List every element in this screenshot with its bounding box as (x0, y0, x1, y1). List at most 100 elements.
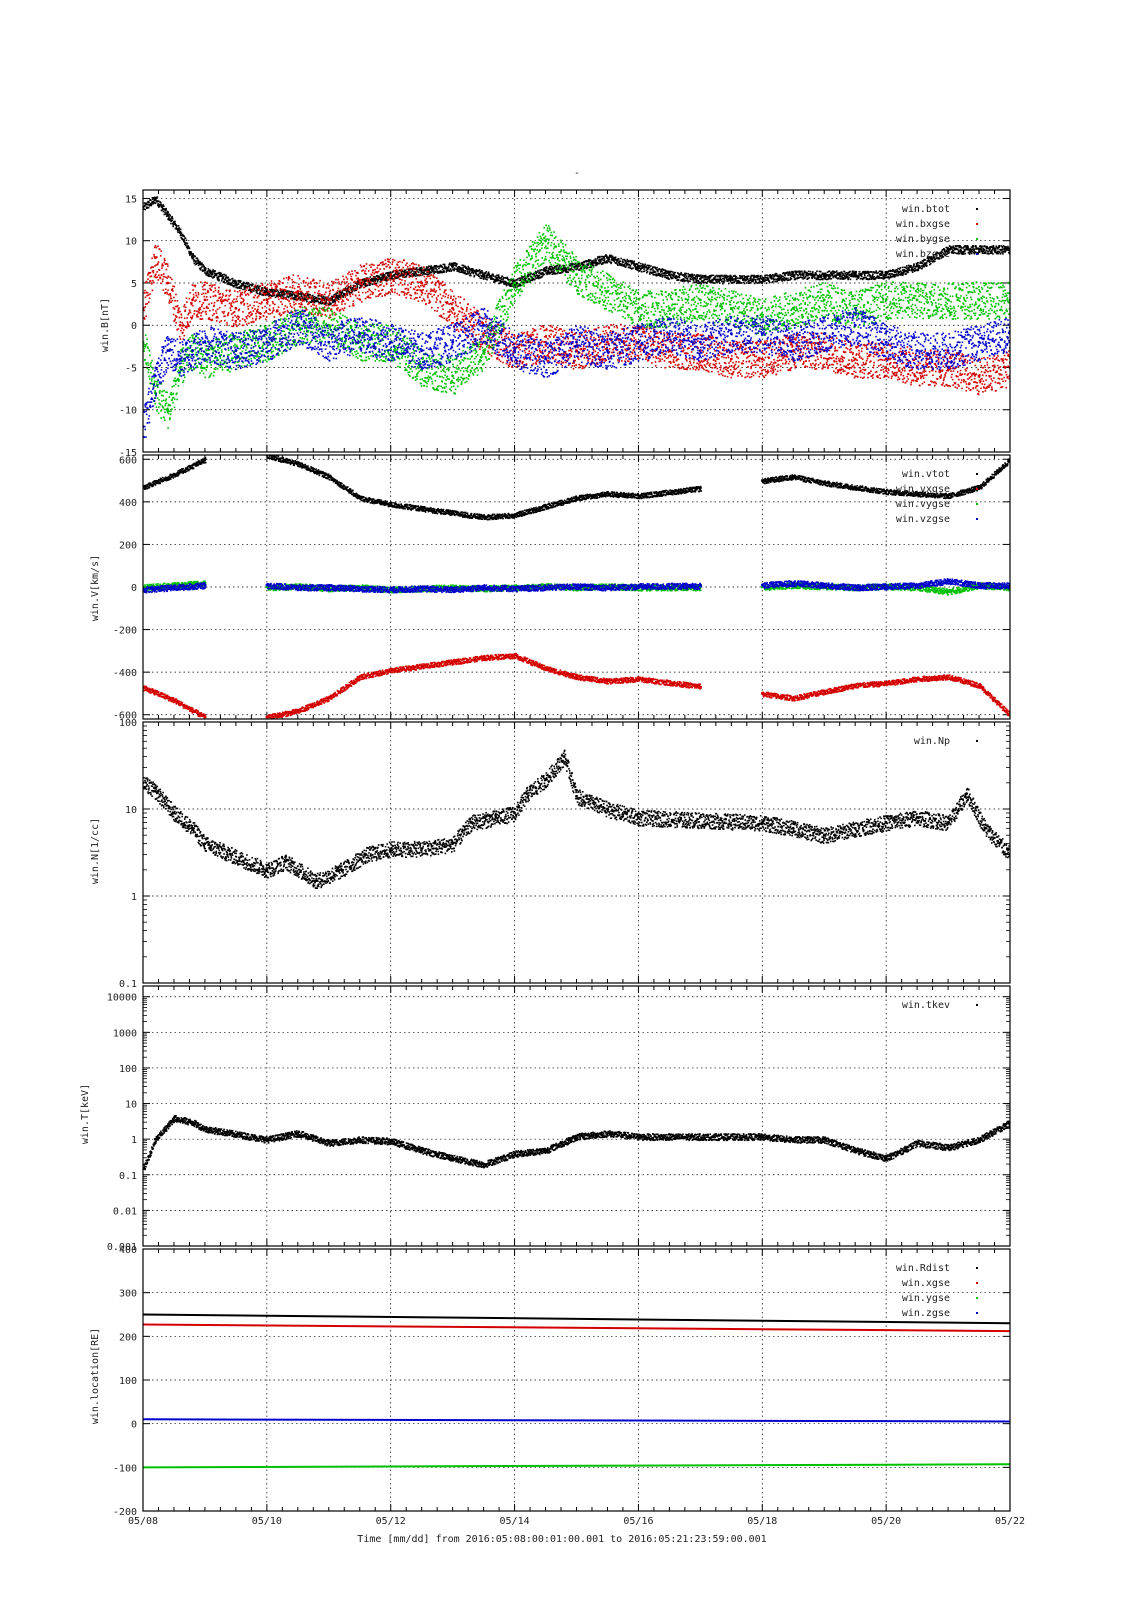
scatter-dot (389, 278, 392, 281)
scatter-dot (341, 307, 344, 310)
scatter-dot (885, 271, 888, 273)
scatter-dot (708, 281, 711, 283)
scatter-dot (970, 246, 973, 248)
scatter-dot (624, 262, 626, 265)
scatter-dot (307, 290, 310, 293)
scatter-dot (303, 299, 306, 302)
scatter-dot (177, 328, 180, 330)
scatter-dot (377, 285, 380, 288)
scatter-dot (374, 276, 377, 278)
scatter-dot (205, 310, 207, 313)
scatter-dot (390, 289, 393, 292)
scatter-dot (821, 273, 823, 276)
scatter-dot (551, 265, 553, 268)
scatter-dot (816, 277, 818, 279)
scatter-dot (413, 274, 416, 277)
scatter-dot (626, 263, 629, 265)
scatter-dot (369, 276, 372, 278)
scatter-dot (536, 277, 539, 279)
scatter-dot (447, 265, 450, 268)
scatter-dot (370, 280, 373, 282)
scatter-dot (171, 278, 173, 281)
scatter-dot (959, 246, 961, 249)
scatter-dot (345, 290, 348, 293)
scatter-dot (292, 285, 294, 287)
scatter-dot (280, 290, 283, 293)
scatter-dot (313, 282, 316, 284)
scatter-dot (289, 286, 291, 289)
scatter-dot (398, 266, 400, 268)
scatter-dot (185, 327, 188, 329)
scatter-dot (271, 300, 274, 303)
scatter-dot (672, 271, 674, 273)
scatter-dot (197, 315, 199, 318)
scatter-dot (633, 260, 636, 263)
scatter-dot (195, 262, 198, 265)
scatter-dot (499, 277, 501, 280)
scatter-dot (917, 261, 919, 264)
scatter-dot (254, 284, 257, 287)
scatter-dot (167, 289, 169, 292)
scatter-dot (438, 270, 440, 273)
scatter-dot (282, 312, 285, 315)
scatter-dot (632, 267, 634, 269)
scatter-dot (286, 293, 288, 295)
scatter-dot (873, 271, 875, 274)
scatter-dot (191, 316, 193, 319)
scatter-dot (374, 284, 377, 286)
scatter-dot (927, 258, 930, 261)
scatter-dot (198, 262, 201, 265)
data-point (544, 268, 547, 272)
scatter-dot (462, 270, 465, 272)
data-point (698, 277, 702, 281)
scatter-dot (689, 274, 692, 276)
scatter-dot (387, 264, 390, 266)
scatter-dot (391, 261, 394, 263)
scatter-dot (914, 270, 916, 272)
scatter-dot (374, 268, 376, 271)
scatter-dot (186, 317, 188, 319)
scatter-dot (643, 267, 646, 269)
scatter-dot (333, 296, 335, 299)
scatter-dot (945, 249, 948, 252)
scatter-dot (315, 305, 318, 307)
scatter-dot (542, 274, 544, 277)
scatter-dot (310, 282, 312, 285)
scatter-dot (709, 277, 711, 279)
scatter-dot (537, 275, 540, 277)
scatter-dot (337, 295, 340, 297)
scatter-dot (822, 275, 825, 278)
scatter-dot (404, 269, 407, 272)
scatter-dot (466, 270, 469, 273)
scatter-dot (343, 288, 345, 290)
scatter-dot (436, 269, 438, 271)
scatter-dot (213, 284, 216, 286)
scatter-dot (732, 277, 734, 280)
scatter-dot (405, 296, 408, 299)
scatter-dot (867, 274, 869, 277)
scatter-dot (369, 284, 371, 286)
scatter-dot (709, 274, 712, 277)
scatter-dot (639, 265, 641, 268)
scatter-dot (151, 266, 153, 268)
scatter-dot (293, 298, 295, 301)
scatter-dot (238, 279, 240, 282)
scatter-dot (429, 272, 431, 275)
scatter-dot (819, 276, 822, 278)
scatter-dot (833, 271, 836, 273)
scatter-dot (176, 228, 179, 231)
scatter-dot (625, 262, 628, 265)
scatter-dot (373, 277, 376, 280)
scatter-dot (997, 248, 999, 250)
scatter-dot (283, 289, 286, 292)
scatter-dot (265, 288, 267, 291)
scatter-dot (1005, 245, 1007, 248)
scatter-dot (253, 321, 255, 323)
scatter-dot (278, 298, 280, 301)
scatter-dot (205, 296, 208, 298)
scatter-dot (165, 268, 168, 271)
scatter-dot (551, 267, 554, 270)
scatter-dot (280, 314, 283, 316)
scatter-dot (336, 289, 339, 292)
scatter-dot (226, 324, 228, 326)
